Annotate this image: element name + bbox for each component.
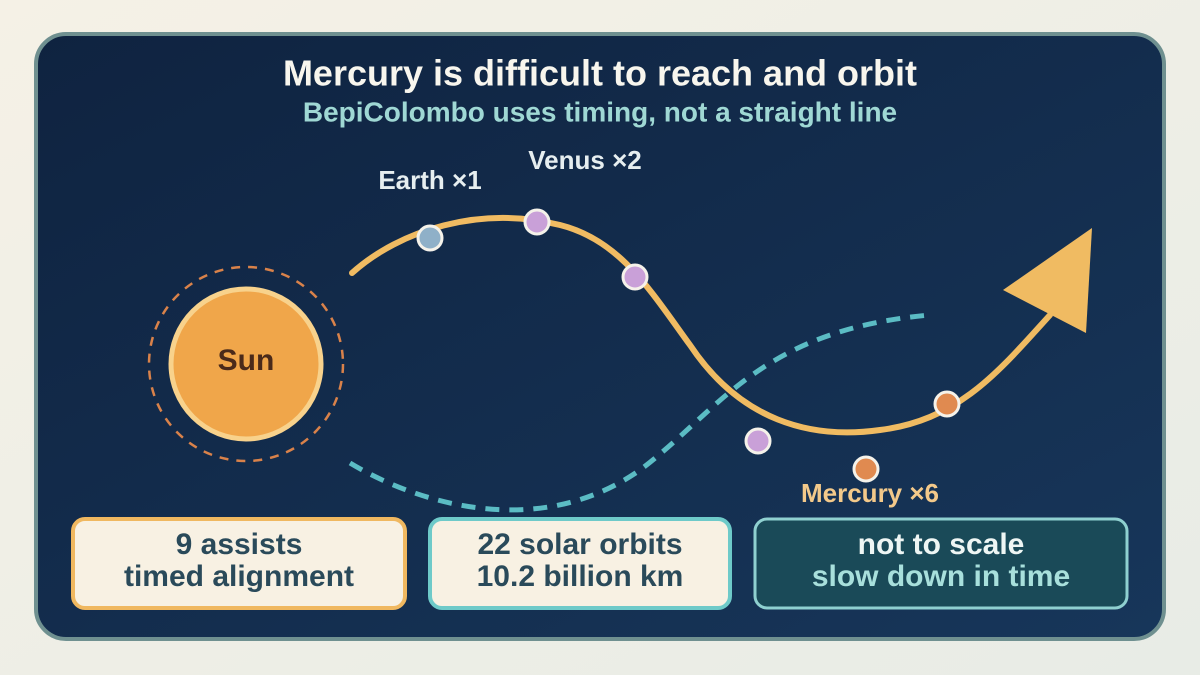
- mercury-label: Mercury ×6: [801, 478, 939, 508]
- title: Mercury is difficult to reach and orbit: [283, 53, 917, 94]
- card-line: 22 solar orbits: [477, 528, 682, 561]
- venus-label: Venus ×2: [528, 145, 641, 175]
- mercury-marker: [852, 455, 880, 483]
- panel: [34, 32, 1166, 641]
- card-line: not to scale: [858, 528, 1025, 561]
- venus-flyby: [523, 208, 551, 236]
- card-line: 10.2 billion km: [477, 560, 684, 593]
- venus-marker: [744, 427, 772, 455]
- venus-flyby: [621, 263, 649, 291]
- mercury-flyby: [933, 390, 961, 418]
- card: [428, 517, 732, 610]
- card: [71, 517, 407, 610]
- card-line: slow down in time: [812, 560, 1070, 593]
- earth-label: Earth ×1: [378, 165, 481, 195]
- card-line: timed alignment: [124, 560, 354, 593]
- card-line: 9 assists: [176, 528, 303, 561]
- sun: [168, 286, 324, 442]
- mercury-orbit-path: [348, 312, 931, 513]
- card: [753, 517, 1129, 610]
- sun-label: Sun: [218, 344, 275, 377]
- subtitle: BepiColombo uses timing, not a straight …: [303, 96, 897, 127]
- earth-flyby: [416, 224, 444, 252]
- sun-orbit: [147, 265, 345, 463]
- arrow-head: [1003, 228, 1092, 333]
